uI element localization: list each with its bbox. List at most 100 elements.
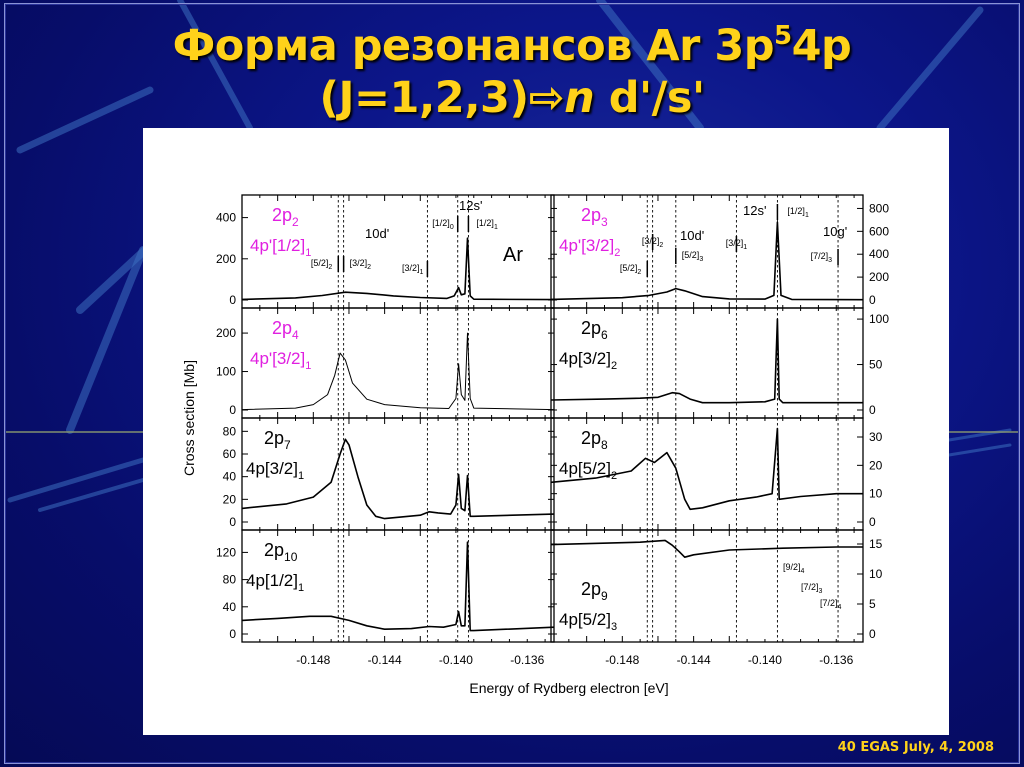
footer-conference: 40 EGAS July, 4, 2008 <box>837 740 994 755</box>
y-tick-label: 30 <box>869 430 883 444</box>
x-tick-label: -0.144 <box>368 653 402 667</box>
group-label-10d-right: 10d' <box>680 228 704 243</box>
config-label-2p10: 4p[1/2]1 <box>246 571 304 594</box>
config-label-2p6: 4p[3/2]2 <box>559 349 617 372</box>
y-tick-label: 100 <box>216 365 236 379</box>
panel-2p4: 0 100 200 2p4 4p'[3/2]1 <box>216 307 555 419</box>
y-tick-label: 200 <box>216 252 236 266</box>
y-tick-label: 400 <box>869 247 889 261</box>
config-label-2p2: 4p'[1/2]1 <box>250 236 311 259</box>
state-label-2p2: 2p2 <box>272 205 299 229</box>
state-label-2p10: 2p10 <box>264 540 298 564</box>
group-label-12s-right: 12s' <box>743 203 766 218</box>
panel-2p9: 0 5 10 15 2p9 4p[5/2]3 <box>550 529 883 643</box>
curve-2p9 <box>550 539 863 558</box>
extra-resonance-label: [9/2]4 <box>783 562 805 575</box>
y-tick-label: 0 <box>229 403 236 417</box>
group-label-10d: 10d' <box>365 226 389 241</box>
y-tick-label: 0 <box>229 293 236 307</box>
state-label-2p3: 2p3 <box>581 205 608 229</box>
x-tick-label: -0.148 <box>296 653 330 667</box>
x-tick-label: -0.140 <box>748 653 782 667</box>
config-label-2p4: 4p'[3/2]1 <box>250 349 311 372</box>
y-tick-label: 0 <box>229 515 236 529</box>
element-label-ar: Ar <box>503 244 523 266</box>
y-tick-label: 600 <box>869 224 889 238</box>
state-label-2p7: 2p7 <box>264 428 291 452</box>
resonance-label: [1/2]0 <box>432 218 454 231</box>
y-tick-label: 200 <box>869 270 889 284</box>
resonance-label: [3/2]1 <box>402 263 424 276</box>
y-tick-label: 800 <box>869 201 889 215</box>
y-tick-label: 10 <box>869 487 883 501</box>
config-label-2p8: 4p[5/2]2 <box>559 459 617 482</box>
y-tick-label: 0 <box>869 403 876 417</box>
group-label-12s: 12s' <box>459 198 482 213</box>
state-label-2p8: 2p8 <box>581 428 608 452</box>
curve-2p2 <box>241 237 555 301</box>
panel-2p7: 0 20 40 60 80 2p7 4p[3/2]1 <box>223 417 555 531</box>
extra-resonance-label: [7/2]3 <box>801 582 823 595</box>
y-tick-label: 80 <box>223 573 237 587</box>
y-tick-label: 20 <box>223 492 237 506</box>
group-label-10g: 10g' <box>823 224 847 239</box>
state-label-2p6: 2p6 <box>581 318 608 342</box>
y-tick-label: 50 <box>869 358 883 372</box>
y-tick-label: 20 <box>869 458 883 472</box>
resonance-label: [5/2]2 <box>620 263 642 276</box>
state-label-2p4: 2p4 <box>272 318 299 342</box>
x-tick-label: -0.148 <box>605 653 639 667</box>
resonance-label: [3/2]2 <box>642 236 664 249</box>
y-tick-label: 15 <box>869 537 883 551</box>
y-tick-label: 80 <box>223 424 237 438</box>
y-tick-label: 0 <box>869 293 876 307</box>
y-tick-label: 120 <box>216 545 236 559</box>
slide-frame <box>4 3 1020 764</box>
state-label-2p9: 2p9 <box>581 579 608 603</box>
resonance-label: [1/2]1 <box>476 218 498 231</box>
config-label-2p9: 4p[5/2]3 <box>559 610 617 633</box>
y-tick-label: 60 <box>223 447 237 461</box>
config-label-2p7: 4p[3/2]1 <box>246 459 304 482</box>
panel-2p10: 0 40 80 120 2p10 4p[1/2]1 <box>216 529 555 643</box>
resonance-label: [3/2]1 <box>726 238 748 251</box>
y-tick-label: 0 <box>869 515 876 529</box>
resonance-label: [3/2]2 <box>350 258 372 271</box>
x-tick-label: -0.140 <box>439 653 473 667</box>
x-axis-label: Energy of Rydberg electron [eV] <box>469 680 668 696</box>
figure-card: 0 200 400 2p2 4p'[1/2]1 0 100 200 2p4 4p'[3/2]1 0 2… <box>143 128 949 735</box>
y-tick-label: 200 <box>216 326 236 340</box>
resonance-label: [5/2]2 <box>311 258 333 271</box>
resonance-label: [1/2]1 <box>787 206 809 219</box>
panel-2p6: 0 50 100 2p6 4p[3/2]2 <box>550 307 889 419</box>
slide-title: Форма резонансов Ar 3p54p (J=1,2,3)⇨n d'… <box>0 10 1024 124</box>
resonance-label: [7/2]3 <box>811 251 833 264</box>
extra-resonance-label: [7/2]4 <box>820 598 842 611</box>
x-tick-label: -0.136 <box>510 653 544 667</box>
config-label-2p3: 4p'[3/2]2 <box>559 236 620 259</box>
y-tick-label: 0 <box>229 627 236 641</box>
y-tick-label: 0 <box>869 627 876 641</box>
y-tick-label: 100 <box>869 312 889 326</box>
y-tick-label: 400 <box>216 211 236 225</box>
resonance-label: [5/2]3 <box>682 250 704 263</box>
slide-title-line-2: (J=1,2,3)⇨n d'/s' <box>319 73 705 123</box>
curve-2p10 <box>241 541 555 632</box>
curve-2p6 <box>550 318 863 404</box>
panel-2p8: 0 10 20 30 2p8 4p[5/2]2 <box>550 417 883 531</box>
y-tick-label: 10 <box>869 567 883 581</box>
x-tick-label: -0.144 <box>677 653 711 667</box>
curve-2p7 <box>241 438 555 520</box>
x-tick-label: -0.136 <box>819 653 853 667</box>
slide-title-line-1: Форма резонансов Ar 3p54p <box>172 21 852 71</box>
curve-2p4 <box>241 332 555 411</box>
curve-2p8 <box>550 427 863 511</box>
y-axis-label: Cross section [Mb] <box>181 360 197 476</box>
curve-2p3 <box>550 221 864 301</box>
y-tick-label: 40 <box>223 600 237 614</box>
y-tick-label: 5 <box>869 597 876 611</box>
arrow-right-icon: ⇨ <box>528 73 565 123</box>
y-tick-label: 40 <box>223 470 237 484</box>
